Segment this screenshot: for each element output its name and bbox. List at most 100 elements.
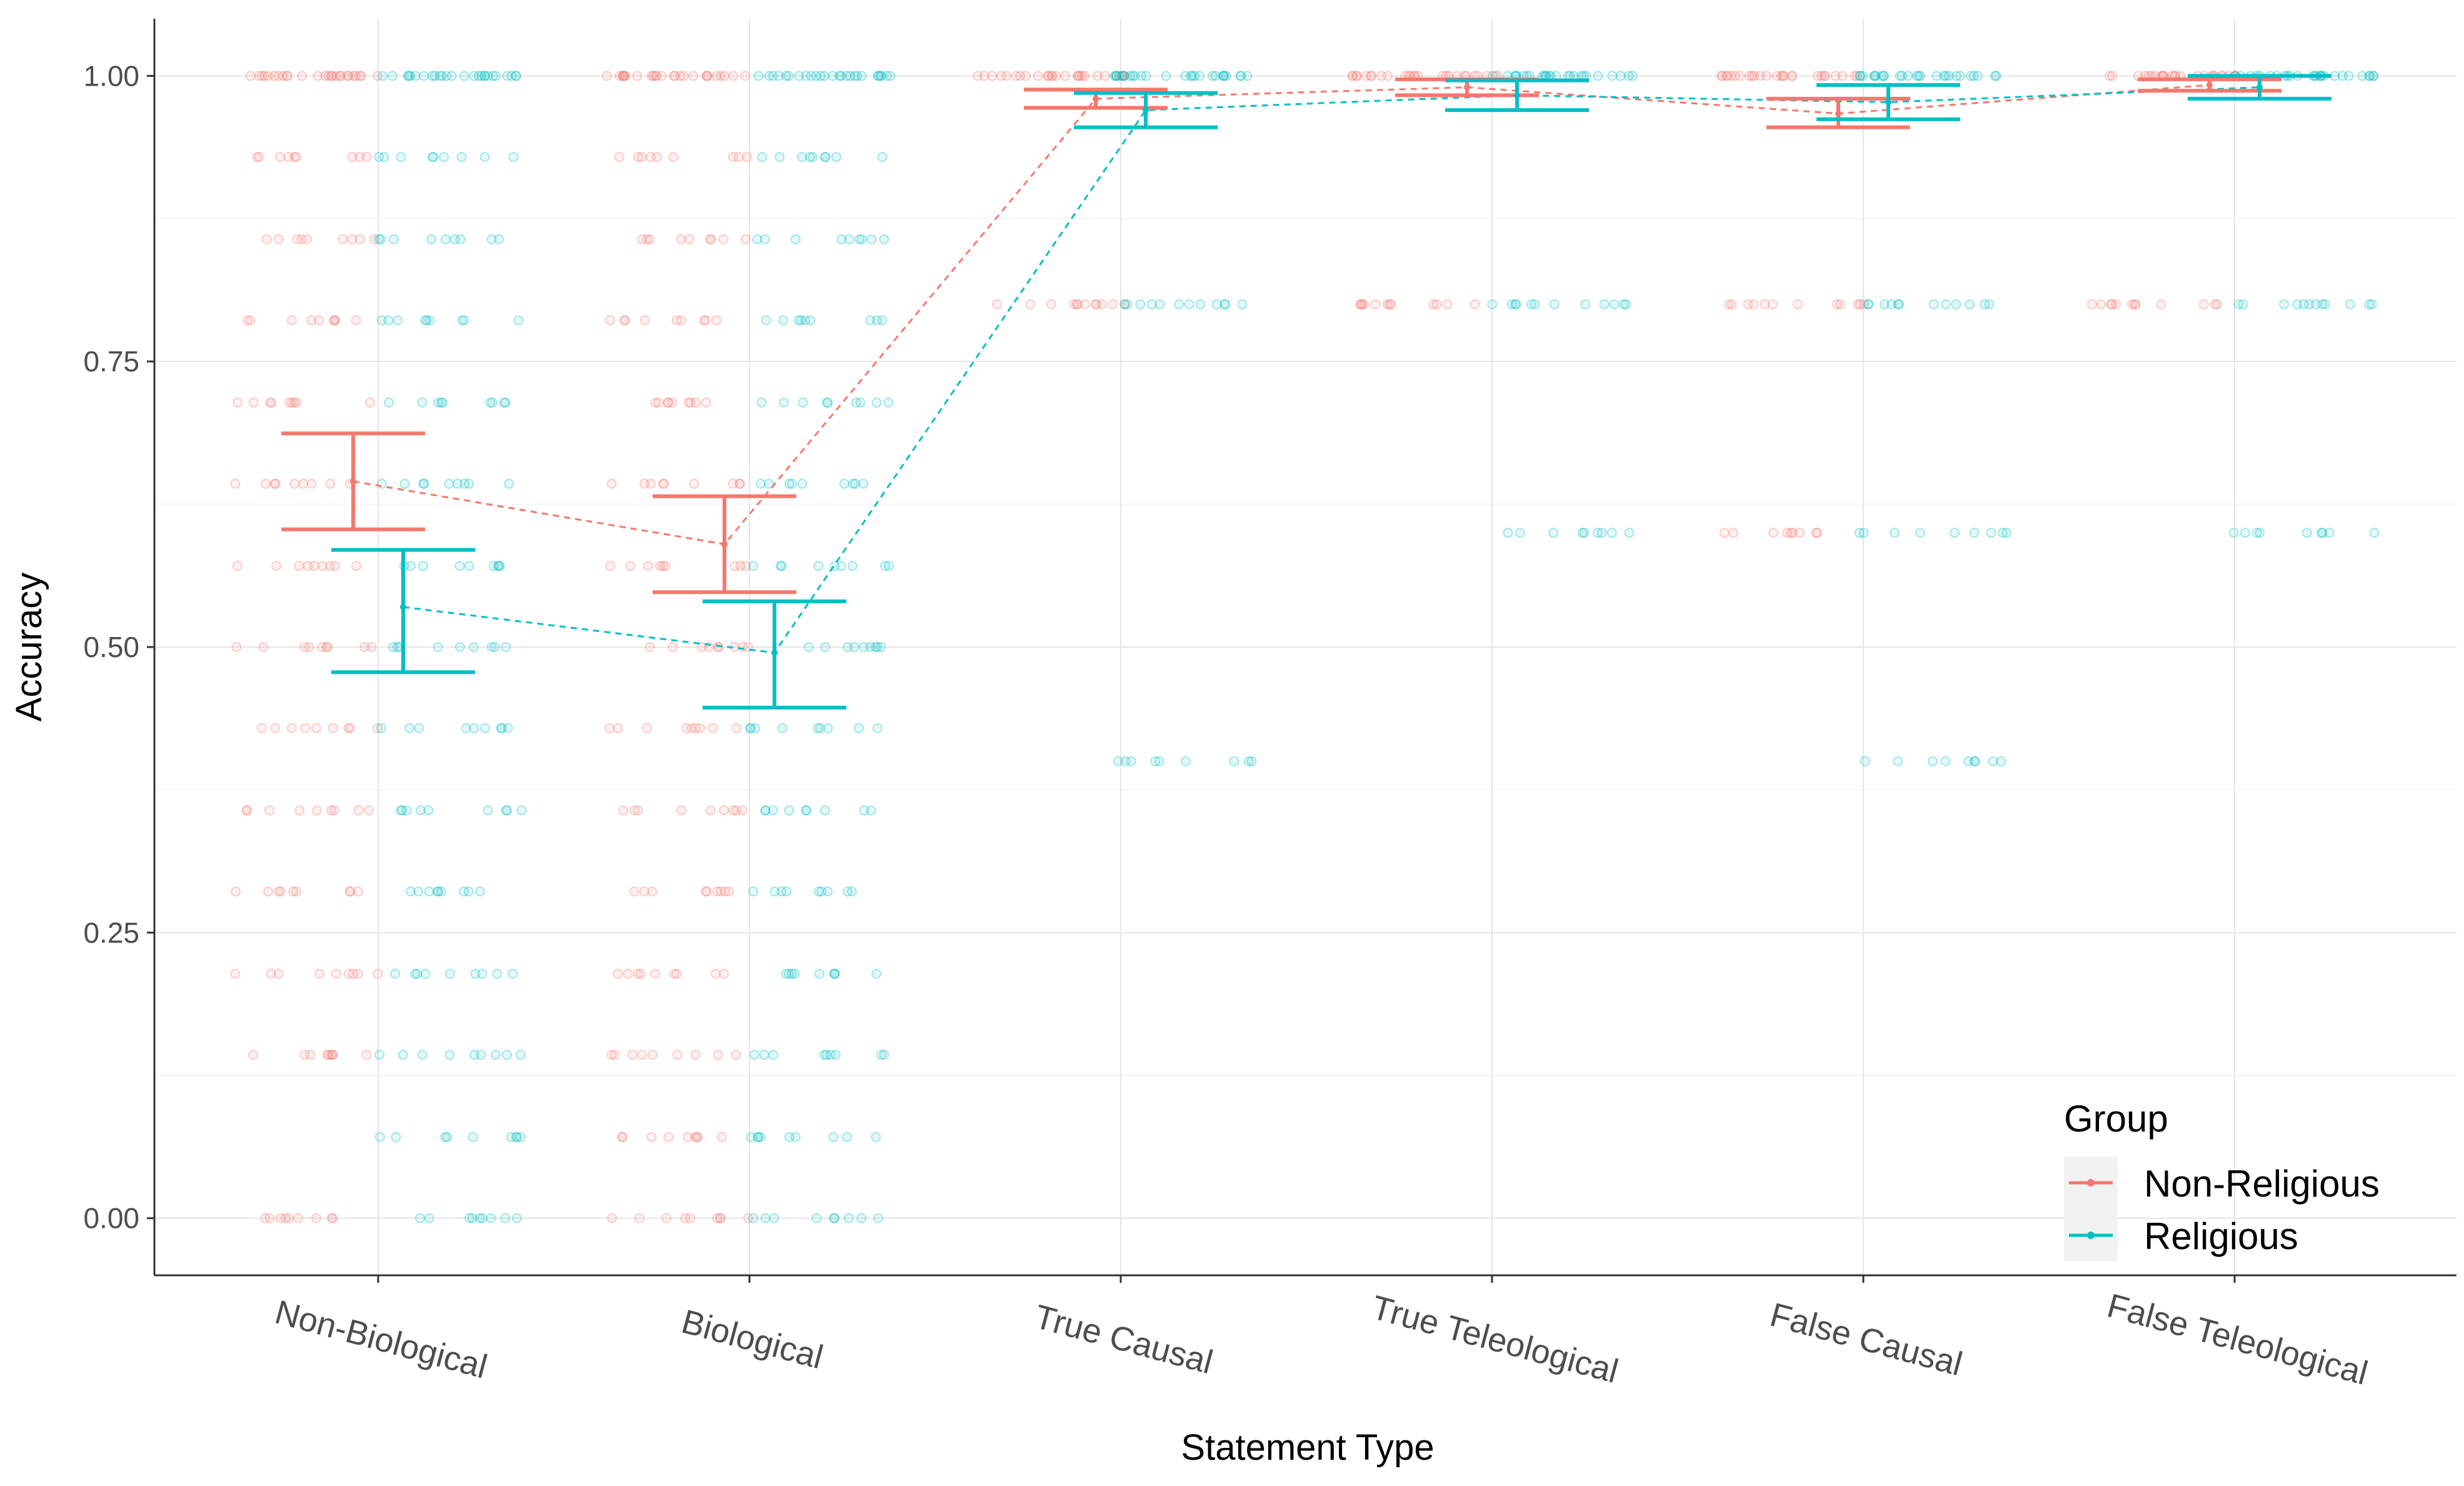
data-point-religious: [873, 1213, 884, 1223]
data-point-non-religious: [716, 71, 726, 81]
data-point-non-religious: [647, 886, 658, 896]
data-point-religious: [820, 152, 831, 163]
data-point-non-religious: [365, 398, 376, 408]
data-point-non-religious: [636, 152, 647, 163]
data-point-religious: [815, 723, 826, 733]
mean-point: [1885, 99, 1891, 106]
data-point-non-religious: [2127, 299, 2137, 309]
data-point-non-religious: [1760, 299, 1770, 309]
x-tick-label-non-biological: Non-Biological: [271, 1293, 491, 1386]
data-point-non-religious: [261, 478, 271, 489]
data-point-religious: [2324, 528, 2335, 538]
data-point-religious: [440, 1132, 451, 1142]
data-point-non-religious: [1816, 71, 1826, 81]
data-point-religious: [757, 152, 768, 163]
data-point-non-religious: [1795, 528, 1805, 538]
data-point-religious: [823, 723, 833, 733]
data-point-religious: [877, 315, 888, 326]
data-point-non-religious: [718, 234, 729, 244]
data-point-religious: [470, 968, 481, 979]
data-point-non-religious: [1730, 71, 1741, 81]
data-point-non-religious: [373, 968, 383, 979]
data-point-non-religious: [607, 1213, 617, 1223]
mean-point: [400, 604, 406, 611]
data-point-non-religious: [1119, 299, 1129, 309]
data-point-religious: [769, 886, 780, 896]
data-point-non-religious: [606, 478, 617, 489]
data-point-religious: [819, 1050, 829, 1060]
data-point-non-religious: [347, 234, 358, 244]
data-point-non-religious: [719, 71, 729, 81]
data-point-religious: [855, 398, 866, 408]
data-point-religious: [2369, 528, 2380, 538]
data-point-non-religious: [1351, 71, 1362, 81]
data-point-non-religious: [734, 478, 745, 489]
data-point-religious: [418, 561, 428, 571]
data-point-non-religious: [639, 886, 649, 896]
data-point-non-religious: [613, 723, 623, 733]
data-point-non-religious: [265, 398, 276, 408]
data-point-non-religious: [329, 805, 339, 816]
data-point-religious: [829, 1213, 840, 1223]
data-point-non-religious: [1074, 71, 1085, 81]
data-point-non-religious: [1747, 71, 1757, 81]
data-point-religious: [2301, 528, 2312, 538]
data-point-religious: [1114, 71, 1124, 81]
data-point-religious: [1968, 71, 1979, 81]
data-point-religious: [1984, 299, 1995, 309]
data-point-non-religious: [298, 478, 309, 489]
data-point-religious: [829, 968, 840, 979]
data-point-religious: [1119, 71, 1129, 81]
data-point-religious: [1125, 71, 1136, 81]
data-point-non-religious: [644, 234, 655, 244]
data-point-religious: [839, 478, 849, 489]
data-point-religious: [503, 723, 513, 733]
data-point-non-religious: [373, 71, 383, 81]
data-point-non-religious: [291, 886, 301, 896]
data-point-non-religious: [343, 71, 354, 81]
data-point-non-religious: [618, 71, 629, 81]
data-point-non-religious: [343, 723, 354, 733]
data-point-non-religious: [1726, 71, 1736, 81]
data-point-non-religious: [270, 723, 280, 733]
data-point-religious: [842, 1132, 853, 1142]
data-point-non-religious: [650, 968, 661, 979]
data-point-religious: [516, 805, 527, 816]
data-point-religious: [2343, 71, 2354, 81]
data-point-non-religious: [318, 561, 328, 571]
data-point-non-religious: [299, 1050, 310, 1060]
data-point-non-religious: [327, 1050, 338, 1060]
data-point-non-religious: [671, 315, 682, 326]
data-point-religious: [748, 886, 758, 896]
data-point-religious: [1109, 71, 1120, 81]
data-point-religious: [1941, 71, 1951, 81]
data-point-non-religious: [1778, 71, 1789, 81]
data-point-religious: [750, 723, 761, 733]
data-point-religious: [1941, 299, 1951, 309]
data-point-non-religious: [712, 1213, 723, 1223]
data-point-non-religious: [1722, 71, 1733, 81]
data-point-religious: [419, 478, 429, 489]
data-point-religious: [879, 234, 889, 244]
data-point-religious: [781, 886, 792, 896]
data-point-non-religious: [293, 1213, 303, 1223]
error-bar-religious-true-teleological: [1445, 78, 1589, 113]
data-point-non-religious: [663, 398, 673, 408]
data-point-religious: [479, 71, 490, 81]
data-point-non-religious: [1383, 71, 1393, 81]
data-point-religious: [1174, 299, 1184, 309]
error-bar-religious-non-biological: [331, 548, 475, 675]
data-point-non-religious: [369, 234, 379, 244]
data-point-religious: [476, 1050, 486, 1060]
data-point-religious: [469, 1050, 479, 1060]
data-point-religious: [800, 805, 811, 816]
data-point-non-religious: [672, 1050, 683, 1060]
data-point-non-religious: [668, 642, 678, 652]
y-tick-label: 0.25: [83, 916, 139, 949]
data-point-non-religious: [311, 805, 322, 816]
data-point-religious: [821, 1050, 832, 1060]
data-point-non-religious: [1837, 71, 1848, 81]
data-point-religious: [773, 71, 784, 81]
data-point-religious: [816, 886, 827, 896]
data-point-non-religious: [719, 968, 729, 979]
